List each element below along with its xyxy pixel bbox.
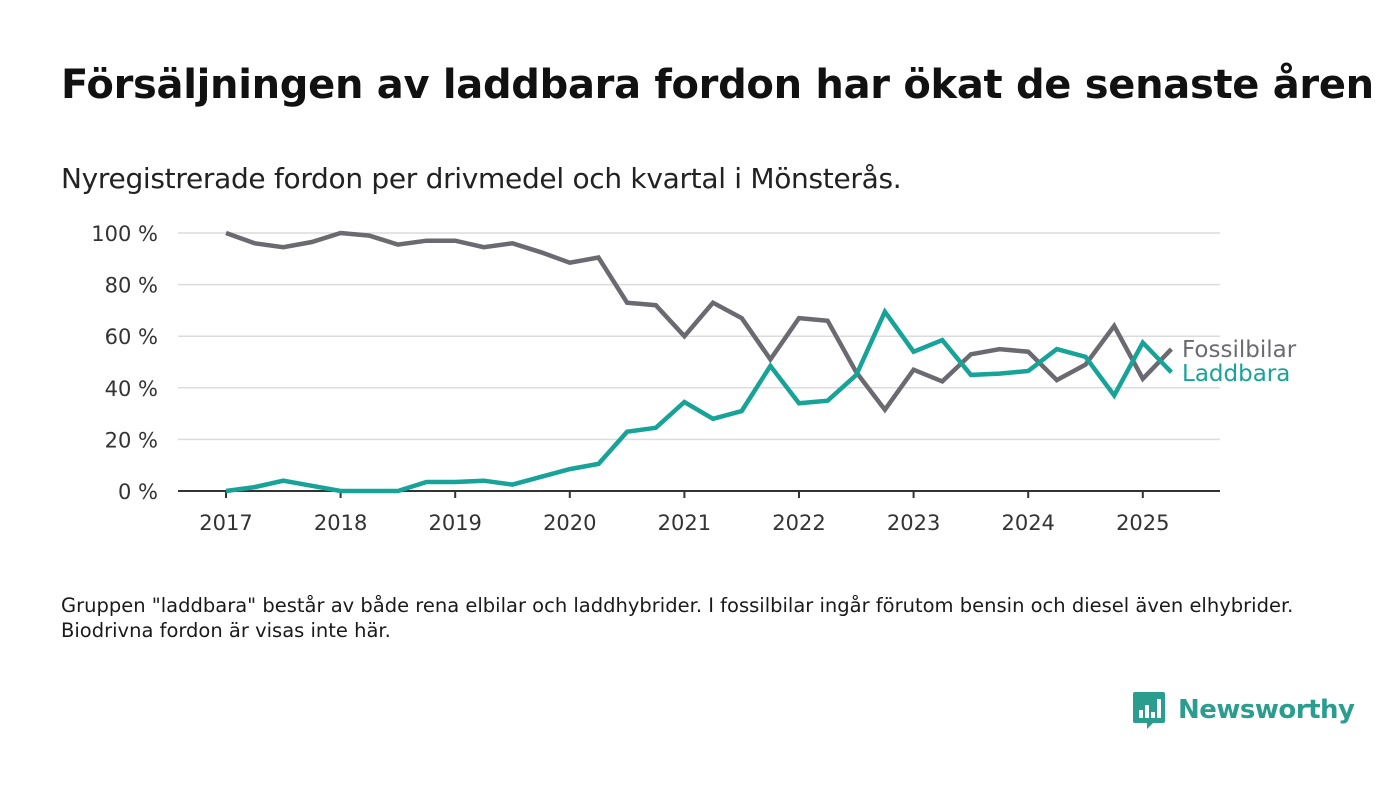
series-lines [225, 230, 1174, 494]
x-tick-label: 2025 [1116, 511, 1169, 535]
brand-name: Newsworthy [1178, 695, 1355, 725]
newsworthy-logo: Newsworthy [1132, 690, 1355, 730]
y-tick-label: 20 % [105, 428, 158, 452]
x-tick-label: 2022 [772, 511, 825, 535]
x-tick-label: 2021 [658, 511, 711, 535]
line-chart: 0 % 20 % 40 % 60 % 80 % 100 % 2017 2018 2019 202… [91, 222, 1297, 535]
series-line-fossilbilar [225, 230, 1174, 414]
footnote: Gruppen "laddbara" består av både rena e… [61, 594, 1294, 642]
y-tick-label: 0 % [118, 480, 158, 504]
y-axis-labels: 0 % 20 % 40 % 60 % 80 % 100 % [91, 222, 158, 504]
y-tick-label: 100 % [91, 222, 158, 246]
x-tick-label: 2018 [314, 511, 367, 535]
series-line-laddbara [225, 307, 1174, 494]
y-tick-label: 40 % [105, 377, 158, 401]
grid-lines [178, 232, 1220, 492]
x-axis-labels: 2017 2018 2019 2020 2021 2022 2023 2024 2025 [199, 511, 1169, 535]
series-label-fossilbilar: Fossilbilar [1182, 337, 1297, 363]
x-tick-label: 2019 [428, 511, 481, 535]
chart-title: Försäljningen av laddbara fordon har öka… [61, 62, 1374, 108]
chart-subtitle: Nyregistrerade fordon per drivmedel och … [61, 162, 902, 195]
x-tick-label: 2020 [543, 511, 596, 535]
x-tick-label: 2023 [887, 511, 940, 535]
y-tick-label: 80 % [105, 274, 158, 298]
x-tick-label: 2017 [199, 511, 252, 535]
x-tick-label: 2024 [1001, 511, 1054, 535]
x-axis-ticks [225, 491, 1144, 498]
chart-bubble-icon [1133, 692, 1165, 729]
series-label-laddbara: Laddbara [1182, 361, 1290, 387]
y-tick-label: 60 % [105, 325, 158, 349]
